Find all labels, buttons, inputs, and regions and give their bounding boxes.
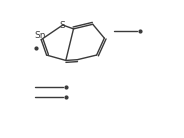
Text: Sn: Sn [35, 31, 46, 40]
Text: S: S [60, 21, 66, 30]
